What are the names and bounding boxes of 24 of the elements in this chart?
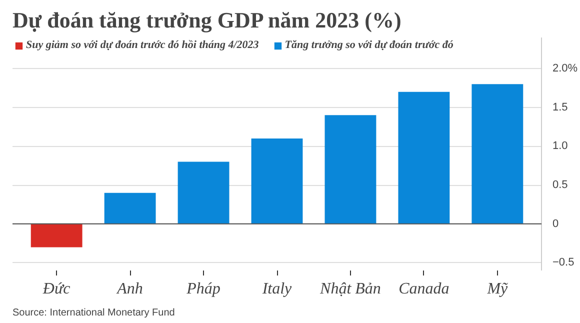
bar xyxy=(251,138,303,224)
y-tick-label: 0.5 xyxy=(552,179,568,192)
y-tick-label: 2.0% xyxy=(552,62,578,75)
bar xyxy=(178,162,230,224)
x-tick-label: Anh xyxy=(116,280,143,298)
chart-title: Dự đoán tăng trưởng GDP năm 2023 (%) xyxy=(12,8,402,32)
source-note: Source: International Monetary Fund xyxy=(12,308,175,318)
y-tick-label: 1.0 xyxy=(552,140,568,152)
bar xyxy=(398,92,450,224)
bar xyxy=(104,192,156,224)
legend-label: Suy giảm so với dự đoán trước đó hồi tháng 4/2023 xyxy=(26,39,259,51)
x-tick-label: Nhật Bản xyxy=(319,280,381,298)
bar xyxy=(30,224,82,248)
y-tick-label: −0.5 xyxy=(552,256,574,269)
x-tick-label: Canada xyxy=(398,280,450,298)
x-tick-label: Italy xyxy=(261,280,293,298)
x-tick-label: Pháp xyxy=(186,280,220,298)
legend-label: Tăng trưởng so với dự đoán trước đó xyxy=(284,39,454,51)
y-tick-label: 0 xyxy=(552,218,559,230)
x-tick-label: Mỹ xyxy=(486,280,509,298)
bar xyxy=(324,115,376,224)
x-tick-label: Đức xyxy=(42,280,70,298)
y-tick-label: 1.5 xyxy=(552,101,568,114)
bar xyxy=(472,84,524,224)
